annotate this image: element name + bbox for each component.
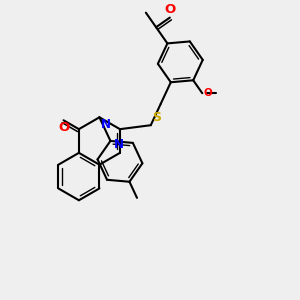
Text: O: O — [164, 3, 176, 16]
Text: O: O — [58, 121, 69, 134]
Text: O: O — [203, 88, 212, 98]
Text: N: N — [114, 138, 124, 151]
Text: N: N — [100, 118, 110, 131]
Text: S: S — [152, 111, 161, 124]
